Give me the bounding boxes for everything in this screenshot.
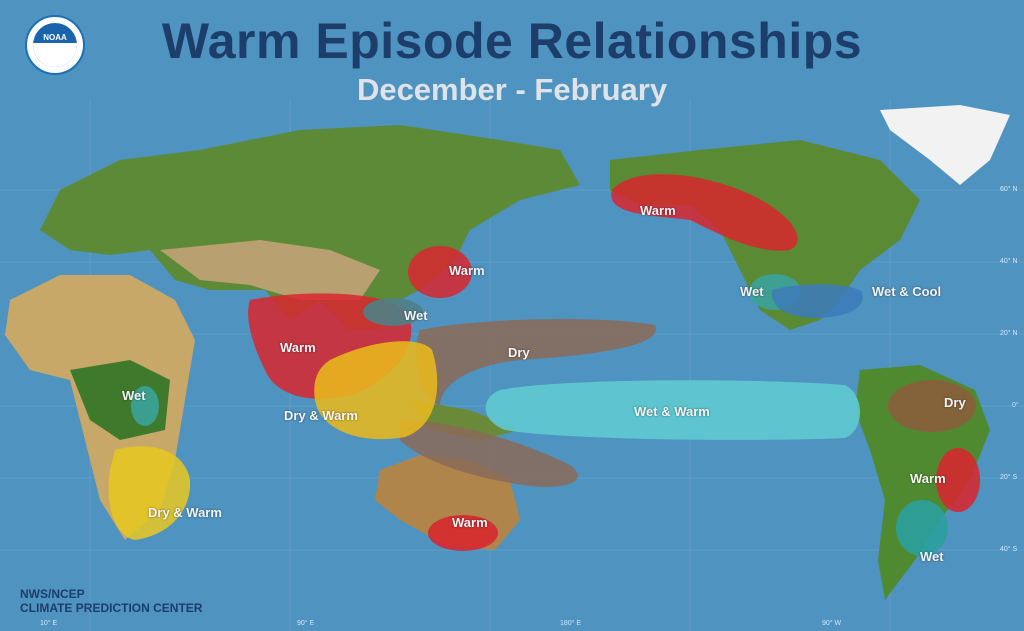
region-japan-warm — [408, 246, 472, 298]
label-eafrica-wet: Wet — [122, 388, 146, 403]
credit-line1: NWS/NCEP — [20, 587, 85, 601]
climate-regions — [108, 174, 980, 556]
lat-label: 40° S — [1000, 546, 1018, 553]
label-swus-wet: Wet — [740, 284, 764, 299]
logo-text: NOAA — [43, 33, 67, 42]
label-brazil-warm: Warm — [910, 471, 946, 486]
label-safrica-drywarm: Dry & Warm — [148, 505, 222, 520]
page-title: Warm Episode Relationships — [161, 13, 863, 69]
region-alaska-warm — [611, 174, 798, 251]
region-eafrica-wet — [131, 386, 159, 426]
noaa-logo: NOAA — [25, 15, 85, 75]
label-ssa-wet: Wet — [920, 549, 944, 564]
region-pacific-wetwarm — [485, 380, 860, 440]
label-japan-warm: Warm — [449, 263, 485, 278]
region-seus-wetcool — [771, 284, 863, 318]
asia-desert — [160, 240, 380, 300]
page-subtitle: December - February — [356, 72, 668, 107]
region-australia-dry — [400, 420, 578, 487]
label-seaus-warm: Warm — [452, 515, 488, 530]
region-maritime-drywarm — [314, 341, 438, 440]
lat-label: 60° N — [1000, 186, 1018, 193]
region-philippines-wet — [363, 298, 423, 326]
lat-label: 40° N — [1000, 258, 1018, 265]
region-brazil-warm — [936, 448, 980, 512]
label-alaska-warm: Warm — [640, 203, 676, 218]
label-wpac-dry: Dry — [508, 345, 530, 360]
label-seus-wetcool: Wet & Cool — [872, 284, 942, 299]
region-ssa-wet — [896, 500, 948, 556]
lon-label: 90° W — [822, 620, 842, 627]
region-wpac-dry — [416, 318, 657, 405]
label-pacific-wetwarm: Wet & Warm — [634, 404, 710, 419]
lat-label: 20° S — [1000, 474, 1018, 481]
label-philippines-wet: Wet — [404, 308, 428, 323]
label-asia-warm: Warm — [280, 340, 316, 355]
lat-label: 0° — [1012, 402, 1019, 409]
lon-label: 180° E — [560, 620, 582, 627]
credit-line2: CLIMATE PREDICTION CENTER — [20, 601, 203, 615]
label-maritime-drywarm: Dry & Warm — [284, 408, 358, 423]
label-nsa-dry: Dry — [944, 395, 966, 410]
lon-label: 90° E — [297, 620, 315, 627]
region-nsa-dry — [888, 380, 976, 432]
lon-label: 10° E — [40, 620, 58, 627]
region-safrica-drywarm — [108, 446, 191, 540]
lat-label: 20° N — [1000, 330, 1018, 337]
greenland — [880, 105, 1010, 185]
eurasia — [40, 125, 580, 330]
region-seaus-warm — [428, 515, 498, 551]
